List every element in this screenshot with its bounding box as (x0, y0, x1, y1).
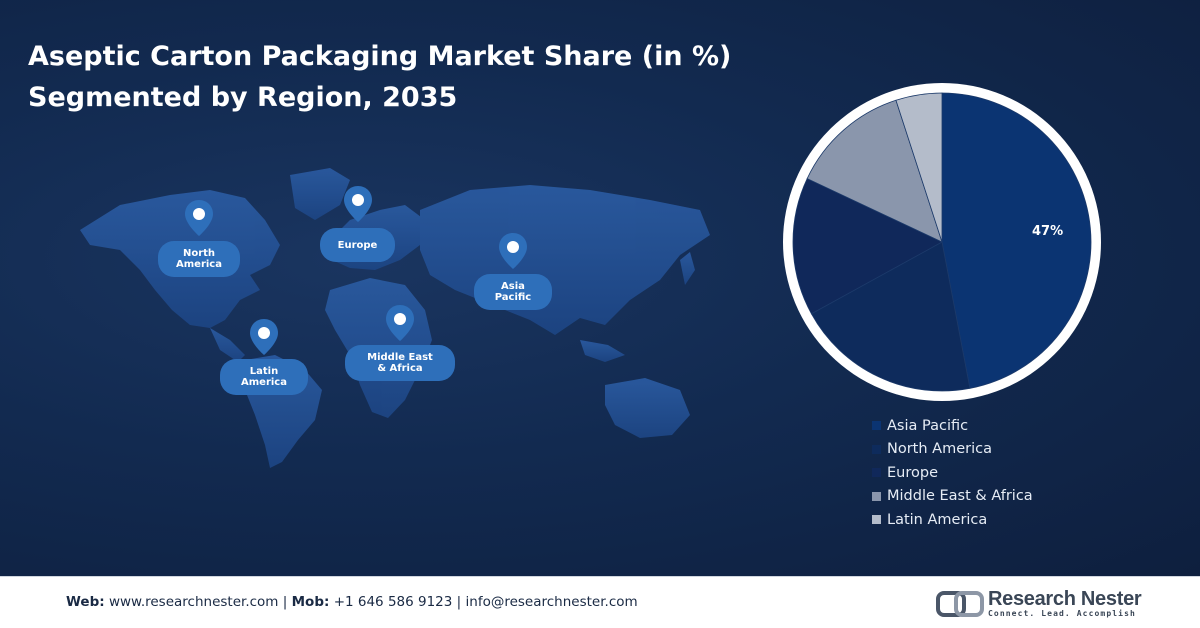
chart-title: Aseptic Carton Packaging Market Share (i… (28, 36, 748, 118)
web-label: Web: (66, 594, 105, 610)
pin-label-line: America (241, 377, 287, 388)
north-america-pin-label: North America (158, 241, 240, 277)
pin-label-line: Europe (337, 239, 378, 251)
legend-label: Europe (887, 464, 938, 481)
pie-slice-north-america (810, 241, 971, 392)
contact-info: Web: www.researchnester.com | Mob: +1 64… (66, 594, 638, 610)
japan-shape (680, 252, 695, 285)
asia-pacific-pin-label: Asia Pacific (474, 274, 552, 310)
pin-label-line: America (176, 259, 222, 270)
brand-name: Research Nester (988, 588, 1142, 610)
legend-swatch (872, 515, 881, 525)
title-line-2: Segmented by Region, 2035 (28, 82, 458, 113)
europe-pin-icon (344, 186, 372, 222)
research-nester-logo: Research Nester Connect. Lead. Accomplis… (936, 588, 1142, 620)
legend-label: North America (887, 441, 992, 458)
north-america-pin-icon (185, 200, 213, 236)
pin-label-line: Pacific (494, 292, 532, 303)
asia-pacific-pin-icon (499, 233, 527, 269)
infographic-panel: Aseptic Carton Packaging Market Share (i… (0, 0, 1200, 576)
brand-tagline: Connect. Lead. Accomplish (988, 609, 1136, 618)
asia-pacific-data-label: 47% (1032, 224, 1064, 239)
chart-legend: Asia Pacific North America Europe Middle Ea… (872, 414, 1033, 532)
legend-swatch (872, 468, 881, 478)
middle-east-africa-pin-icon (386, 305, 414, 341)
pin-label-line: Middle East (367, 352, 433, 363)
mob-label: Mob: (291, 594, 330, 610)
legend-label: Middle East & Africa (887, 488, 1033, 505)
latin-america-pin-icon (250, 319, 278, 355)
legend-swatch (872, 444, 881, 454)
latin-america-pin-label: Latin America (220, 359, 308, 395)
separator: | (456, 594, 462, 610)
legend-label: Latin America (887, 511, 988, 528)
legend-item: North America (872, 438, 1033, 462)
legend-item: Middle East & Africa (872, 485, 1033, 509)
pie-chart (783, 83, 1101, 401)
australia-shape (605, 378, 690, 438)
separator: | (282, 594, 288, 610)
title-line-1: Aseptic Carton Packaging Market Share (i… (28, 41, 732, 72)
pin-label-line: & Africa (377, 363, 423, 374)
legend-item: Latin America (872, 508, 1033, 532)
pin-label-line: Asia (501, 281, 525, 292)
europe-pin-label: Europe (320, 228, 395, 262)
legend-swatch (872, 491, 881, 501)
se-asia-shape (580, 340, 625, 362)
pie-slice-asia-pacific (941, 92, 1092, 389)
logo-mark-icon (936, 591, 984, 617)
footer: Web: www.researchnester.com | Mob: +1 64… (0, 576, 1200, 628)
pie-slice-middle-east-africa (806, 99, 943, 243)
pie-slice-europe (792, 178, 943, 315)
legend-label: Asia Pacific (887, 417, 969, 434)
phone-number: +1 646 586 9123 (333, 594, 453, 610)
pin-label-line: North (182, 248, 216, 259)
pie-slice-latin-america (895, 92, 943, 243)
email-link[interactable]: info@researchnester.com (465, 594, 638, 610)
legend-swatch (872, 421, 881, 431)
greenland-shape (290, 168, 350, 220)
web-link[interactable]: www.researchnester.com (108, 594, 279, 610)
asia-shape (420, 185, 710, 335)
legend-item: Asia Pacific (872, 414, 1033, 438)
legend-item: Europe (872, 461, 1033, 485)
middle-east-africa-pin-label: Middle East & Africa (345, 345, 455, 381)
pin-label-line: Latin (249, 366, 279, 377)
central-america-shape (210, 328, 245, 362)
